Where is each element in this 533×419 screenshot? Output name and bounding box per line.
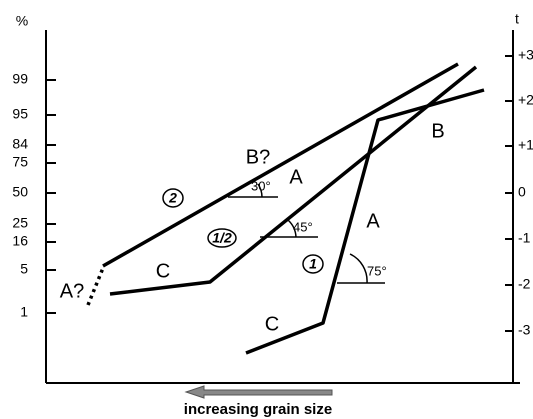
segment-label: A (366, 210, 380, 232)
circled-label: 1 (309, 256, 317, 272)
lines (86, 62, 485, 355)
circles (162, 188, 324, 274)
left-tick-label: 50 (12, 184, 28, 200)
right-tick-label: -2 (518, 276, 531, 292)
left-tick-label: 84 (12, 136, 28, 152)
left-tick-label: 99 (12, 71, 28, 87)
left-tick-label: 75 (12, 154, 28, 170)
right-axis-title: t (515, 11, 519, 27)
right-tick-label: -1 (518, 230, 531, 246)
right-tick-label: 0 (518, 184, 526, 200)
segment-label: C (265, 313, 279, 335)
arrow (184, 385, 333, 399)
angle-label: 45° (293, 219, 313, 234)
segment-label: A (289, 166, 303, 188)
caption: increasing grain size (184, 401, 332, 418)
angle-label: 30° (251, 178, 271, 193)
circled-label: 2 (168, 190, 177, 206)
left-tick-label: 5 (20, 261, 28, 277)
left-tick-label: 16 (12, 233, 28, 249)
right-tick-label: +3 (518, 47, 533, 63)
right-tick-label: +2 (518, 92, 533, 108)
axes (45, 30, 520, 384)
circled-label: 1/2 (212, 230, 232, 246)
left-tick-label: 25 (12, 215, 28, 231)
right-tick-label: +1 (518, 137, 533, 153)
segment-label: C (156, 260, 170, 282)
segment-label: B? (246, 146, 270, 168)
left-tick-label: 1 (20, 304, 28, 320)
right-tick-label: -3 (518, 322, 531, 338)
segment-label: A? (60, 280, 84, 302)
left-tick-label: 95 (12, 106, 28, 122)
segment-label: B (431, 120, 444, 142)
left-axis-title: % (16, 13, 28, 29)
angle-label: 75° (367, 263, 387, 278)
angle-marks (228, 183, 385, 284)
